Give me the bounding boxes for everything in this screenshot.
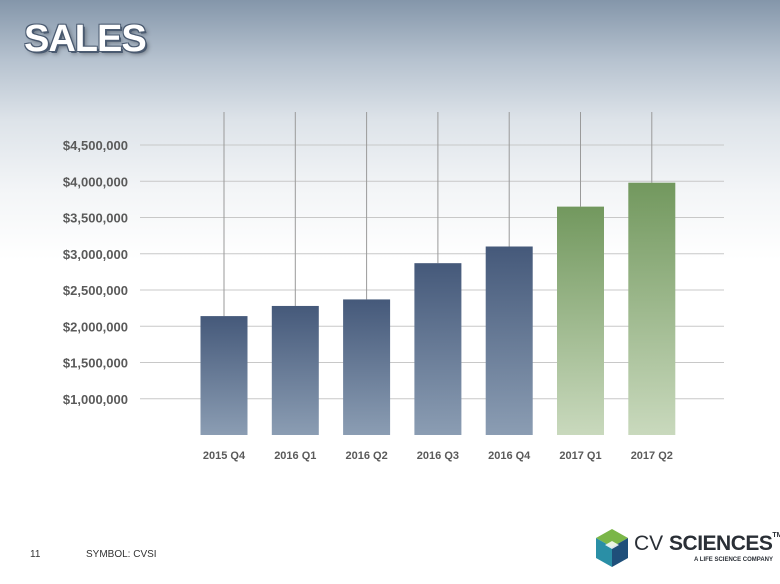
bar-2016-q2 xyxy=(343,299,391,435)
y-tick-label: $4,500,000 xyxy=(63,138,128,153)
y-tick-label: $1,000,000 xyxy=(63,392,128,407)
hexagon-cube-logo-icon xyxy=(596,529,628,567)
x-tick-label: 2016 Q4 xyxy=(488,450,531,462)
bar-leader-lines xyxy=(223,112,653,317)
y-tick-label: $1,500,000 xyxy=(63,356,128,371)
x-tick-label: 2015 Q4 xyxy=(203,450,246,462)
x-axis-tick-labels: 2015 Q4 2016 Q1 2016 Q2 2016 Q3 2016 Q4 2017 … xyxy=(203,450,673,462)
y-tick-label: $3,500,000 xyxy=(63,211,128,226)
bar-2016-q1 xyxy=(271,305,319,435)
cv-sciences-logo: CV SCIENCESTM A LIFE SCIENCE COMPANY xyxy=(594,528,780,572)
bar-2016-q4 xyxy=(485,246,533,435)
y-tick-label: $2,000,000 xyxy=(63,319,128,334)
bar-2015-q4 xyxy=(200,316,248,435)
page-number: 11 xyxy=(30,549,41,560)
y-axis-tick-labels: $1,000,000 $1,500,000 $2,000,000 $2,500,000… xyxy=(63,138,128,407)
x-tick-label: 2017 Q2 xyxy=(631,450,673,462)
ticker-symbol: SYMBOL: CVSI xyxy=(86,549,157,560)
x-tick-label: 2016 Q2 xyxy=(345,450,387,462)
y-tick-label: $2,500,000 xyxy=(63,283,128,298)
y-tick-label: $3,000,000 xyxy=(63,247,128,262)
slide-title: SALES xyxy=(24,18,147,60)
x-tick-label: 2016 Q3 xyxy=(417,450,459,462)
x-tick-label: 2017 Q1 xyxy=(559,450,601,462)
x-tick-label: 2016 Q1 xyxy=(274,450,316,462)
bars xyxy=(200,182,676,435)
bar-2016-q3 xyxy=(414,263,462,435)
bar-2017-q1 xyxy=(557,206,604,435)
logo-text-cv: CV xyxy=(634,532,664,555)
logo-text-sciences: SCIENCES xyxy=(669,532,773,555)
logo-tagline: A LIFE SCIENCE COMPANY xyxy=(694,557,774,563)
y-tick-label: $4,000,000 xyxy=(63,174,128,189)
logo-trademark: TM xyxy=(772,532,780,539)
bar-2017-q2 xyxy=(628,182,676,435)
